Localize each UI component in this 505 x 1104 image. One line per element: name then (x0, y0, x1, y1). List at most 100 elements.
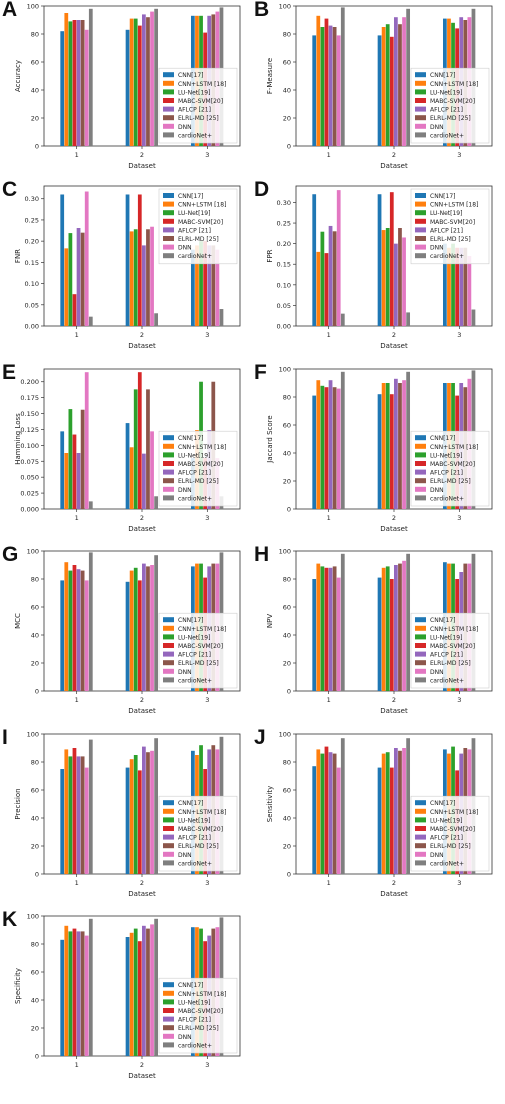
bar (68, 931, 73, 1056)
x-axis-label: Dataset (128, 525, 156, 533)
bar (72, 748, 77, 874)
legend-label: DNN (430, 669, 444, 676)
x-tick-label: 1 (75, 879, 79, 887)
x-tick-label: 2 (392, 331, 396, 339)
legend-swatch (415, 98, 426, 103)
bar (312, 579, 317, 691)
legend-swatch (163, 115, 174, 121)
bar (80, 20, 85, 146)
panel-fnr: C 0.00 0.05 0.10 0.15 0.20 0.25 0.30 1 2 3 Dataset… (0, 178, 252, 374)
bar (394, 17, 398, 147)
bar (377, 35, 382, 146)
y-tick-label: 0.100 (20, 442, 39, 450)
bar (142, 746, 146, 874)
chart-npv: 0 20 40 60 80 100 1 2 3 Dataset NPV CNN[17] CNN+LSTM… (266, 548, 493, 715)
legend-label: MABC-SVM[20] (178, 826, 223, 833)
legend-swatch (415, 817, 426, 823)
y-tick-label: 0 (287, 506, 291, 514)
panel-hamming-loss: E 0.000 0.025 0.050 0.075 0.100 0.125 0.150 0.1… (0, 361, 252, 557)
y-tick-label: 40 (31, 632, 39, 640)
bar (463, 247, 468, 326)
bar (467, 256, 472, 326)
panel-letter: K (2, 908, 18, 931)
y-tick-label: 20 (283, 478, 291, 486)
x-tick-label: 3 (457, 514, 461, 522)
legend-swatch (415, 800, 426, 806)
panel-specificity: K 0 20 40 60 80 100 1 2 3 Dataset Specificity CNN[1… (0, 908, 252, 1104)
legend-label: CNN+LSTM [18] (178, 991, 226, 998)
y-tick-label: 60 (283, 422, 291, 430)
y-tick-label: 60 (31, 969, 39, 977)
y-tick-label: 0.20 (277, 240, 291, 248)
y-tick-label: 0.025 (20, 490, 39, 498)
legend-swatch (163, 834, 174, 840)
chart-f-measure: 0 20 40 60 80 100 1 2 3 Dataset F-Measure CNN[17] CN… (266, 3, 493, 170)
legend-swatch (163, 218, 174, 224)
legend-swatch (163, 660, 174, 666)
y-axis-label: Hamming Loss (14, 413, 22, 465)
legend-label: MABC-SVM[20] (430, 219, 475, 226)
legend-label: LU-Net[19] (178, 89, 210, 96)
legend-swatch (415, 443, 426, 449)
bar (129, 932, 134, 1056)
x-tick-label: 1 (75, 151, 79, 159)
bar (125, 767, 130, 874)
y-tick-label: 0.05 (25, 301, 39, 309)
legend-label: cardioNet+ (178, 1042, 212, 1049)
legend-label: ELRL-MD [25] (178, 843, 219, 850)
bar (129, 231, 134, 326)
bar (381, 230, 386, 326)
legend-label: AFLCP [21] (430, 227, 463, 234)
legend-swatch (163, 469, 174, 475)
legend-swatch (163, 1033, 174, 1039)
legend-label: DNN (178, 245, 192, 252)
bar (336, 388, 341, 509)
legend-box (410, 188, 490, 265)
legend-label: CNN+LSTM [18] (430, 809, 478, 816)
bar (377, 577, 382, 691)
y-tick-label: 60 (283, 59, 291, 67)
legend-label: CNN[17] (430, 435, 455, 442)
bar (219, 309, 224, 326)
legend-label: DNN (430, 124, 444, 131)
panel-mcc: G 0 20 40 60 80 100 1 2 3 Dataset MCC CNN[17] CNN+LS… (0, 543, 252, 739)
panel-sensitivity: J 0 20 40 60 80 100 1 2 3 Dataset Sensitivity CNN[1… (252, 726, 504, 922)
legend-swatch (415, 80, 426, 86)
legend-label: MABC-SVM[20] (178, 1008, 223, 1015)
bar (389, 394, 394, 509)
x-tick-label: 3 (457, 879, 461, 887)
bar (125, 423, 130, 509)
legend-swatch (163, 1016, 174, 1022)
y-tick-label: 0.175 (20, 394, 39, 402)
legend-label: DNN (178, 669, 192, 676)
legend-swatch (163, 999, 174, 1005)
bar (455, 247, 460, 326)
panel-letter: J (254, 726, 266, 749)
bar (316, 15, 321, 146)
panel-letter: I (2, 726, 8, 749)
bar (203, 241, 208, 326)
y-tick-label: 0.25 (277, 220, 291, 228)
x-tick-label: 3 (205, 1061, 209, 1069)
x-tick-label: 2 (140, 879, 144, 887)
bar (146, 566, 150, 691)
bar (146, 389, 150, 509)
legend-box (158, 188, 238, 265)
x-tick-label: 1 (75, 331, 79, 339)
bar (207, 245, 212, 326)
x-tick-label: 1 (75, 696, 79, 704)
legend-swatch (415, 643, 426, 648)
y-tick-label: 0 (35, 688, 39, 696)
legend-label: MABC-SVM[20] (430, 461, 475, 468)
legend-label: ELRL-MD [25] (178, 236, 219, 243)
bar (195, 245, 199, 326)
y-tick-label: 20 (31, 843, 39, 851)
bar (443, 243, 447, 326)
legend-swatch (415, 826, 426, 831)
y-tick-label: 40 (31, 87, 39, 95)
y-axis-label: Sensitivity (266, 786, 274, 822)
bar (332, 231, 337, 326)
bar (398, 228, 402, 326)
bar (402, 237, 406, 326)
legend-swatch (163, 227, 174, 233)
